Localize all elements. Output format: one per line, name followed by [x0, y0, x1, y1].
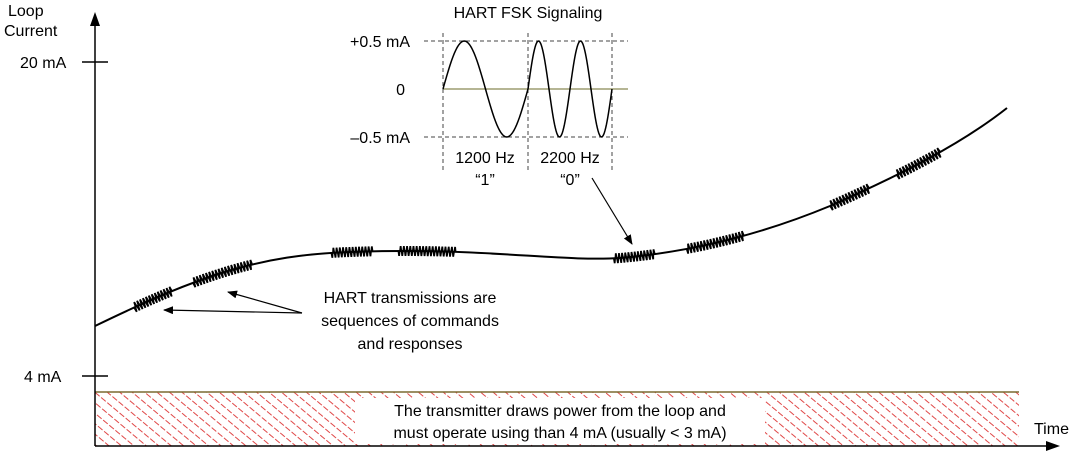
x-axis-arrow-icon [1046, 441, 1060, 451]
tick-label-20ma: 20 mA [20, 55, 67, 72]
hart-burst-1 [133, 286, 173, 313]
x-axis-label: Time [1034, 421, 1069, 438]
hart-burst-3 [330, 246, 374, 258]
hart-burst-7 [829, 183, 870, 211]
hart-burst-6 [685, 230, 745, 254]
y-axis-arrow-icon [90, 12, 100, 26]
fsk-zero-label: 0 [396, 82, 405, 99]
annotation-line2: sequences of commands [321, 313, 499, 330]
fsk-pos-label: +0.5 mA [350, 34, 410, 51]
loop-current-curve [94, 107, 1008, 327]
fsk-waveform [442, 40, 613, 138]
y-axis-label-line2: Current [4, 23, 58, 40]
hart-burst-8 [895, 147, 942, 180]
fsk-freq1-label: 1200 Hz [455, 150, 515, 167]
hart-burst-5 [612, 249, 656, 264]
fsk-bit2-label: “0” [560, 172, 580, 189]
fsk-bit1-label: “1” [475, 172, 495, 189]
hart-burst-4 [397, 245, 457, 257]
power-text-line2: must operate using than 4 mA (usually < … [393, 425, 726, 442]
hart-bursts [133, 147, 942, 313]
y-axis-label-line1: Loop [8, 3, 44, 20]
fsk-neg-label: –0.5 mA [350, 130, 410, 147]
fsk-inset: HART FSK Signaling +0.5 mA 0 –0.5 mA 120… [350, 5, 628, 189]
power-text-line1: The transmitter draws power from the loo… [394, 403, 726, 420]
fsk-freq2-label: 2200 Hz [540, 150, 600, 167]
annotation-line1: HART transmissions are [324, 290, 497, 307]
annotation-line3: and responses [358, 336, 463, 353]
hart-burst-2 [192, 259, 253, 288]
tick-label-4ma: 4 mA [24, 369, 62, 386]
annotation-arrow-2 [227, 290, 303, 314]
fsk-pointer-arrow [591, 177, 633, 245]
power-text-background [355, 398, 765, 444]
annotation-arrow-1 [163, 306, 303, 315]
fsk-title: HART FSK Signaling [454, 5, 603, 22]
